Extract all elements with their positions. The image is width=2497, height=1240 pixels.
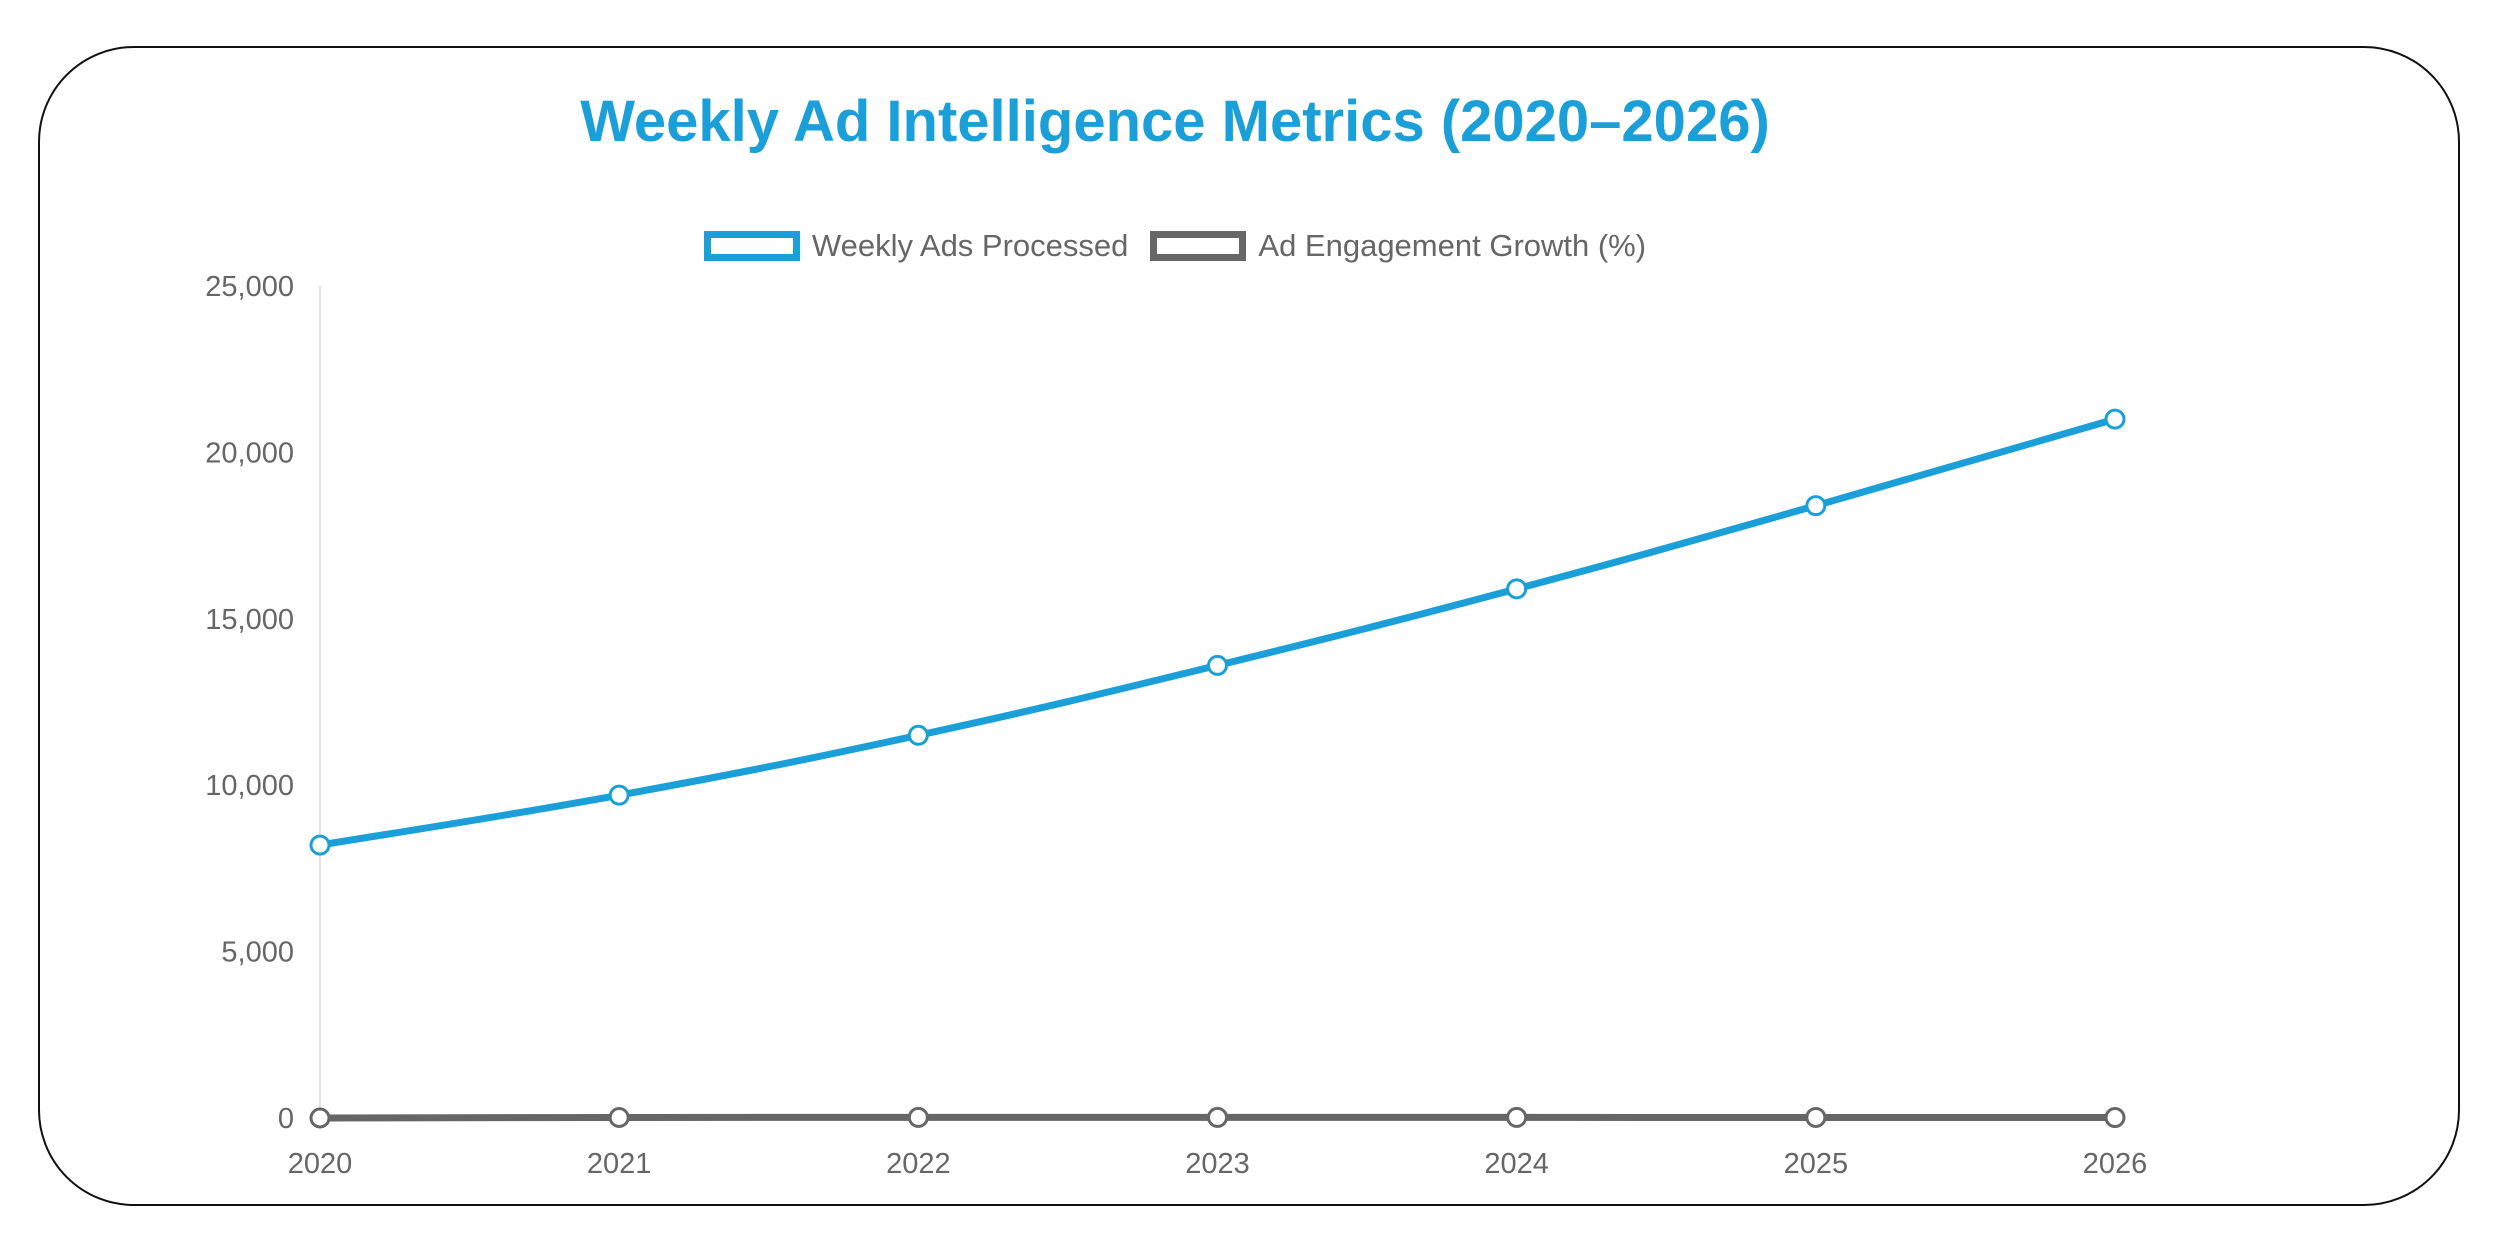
chart-title: Weekly Ad Intelligence Metrics (2020–202… xyxy=(580,89,1770,154)
chart-axes: 0 5,000 10,000 15,000 20,000 25,000 2020 2021 20… xyxy=(205,271,2147,1180)
legend-swatch-engagement-growth xyxy=(1150,231,1247,261)
legend-label-engagement-growth: Ad Engagement Growth (%) xyxy=(1258,228,1647,263)
data-point-engagement-growth xyxy=(608,1107,630,1129)
x-tick-label: 2025 xyxy=(1784,1148,1849,1180)
y-tick-label: 20,000 xyxy=(205,437,294,469)
chart-legend: Weekly Ads Processed Ad Engagement Growt… xyxy=(0,228,2350,264)
legend-swatch-weekly-ads xyxy=(703,231,800,261)
legend-label-weekly-ads: Weekly Ads Processed xyxy=(811,228,1129,263)
x-tick-label: 2020 xyxy=(288,1148,353,1180)
data-point-weekly-ads xyxy=(1207,654,1228,676)
data-point-weekly-ads xyxy=(907,724,929,746)
data-point-engagement-growth xyxy=(1207,1106,1228,1128)
y-tick-label: 25,000 xyxy=(205,271,294,303)
data-point-engagement-growth xyxy=(309,1107,331,1129)
x-tick-label: 2023 xyxy=(1185,1148,1250,1180)
data-point-engagement-growth xyxy=(1506,1106,1528,1128)
legend-item-engagement-growth[interactable]: Ad Engagement Growth (%) xyxy=(1150,228,1646,264)
x-tick-label: 2021 xyxy=(587,1148,652,1180)
x-tick-label: 2022 xyxy=(886,1148,951,1180)
data-point-weekly-ads xyxy=(608,784,630,806)
x-tick-label: 2024 xyxy=(1484,1148,1549,1180)
data-point-engagement-growth xyxy=(907,1106,929,1128)
y-tick-label: 5,000 xyxy=(221,937,294,969)
chart-card xyxy=(38,46,2460,1206)
chart-series xyxy=(309,408,2126,1129)
data-point-weekly-ads xyxy=(1506,578,1528,600)
data-point-engagement-growth xyxy=(2104,1107,2126,1129)
data-point-weekly-ads xyxy=(2104,408,2126,430)
y-tick-label: 10,000 xyxy=(205,770,294,802)
y-tick-label: 0 xyxy=(278,1103,294,1135)
x-tick-label: 2026 xyxy=(2083,1148,2148,1180)
data-point-weekly-ads xyxy=(1805,495,1827,517)
series-line-weekly-ads xyxy=(316,415,2119,849)
data-point-weekly-ads xyxy=(309,834,331,856)
data-point-engagement-growth xyxy=(1805,1106,1827,1128)
y-tick-label: 15,000 xyxy=(205,604,294,636)
legend-item-weekly-ads[interactable]: Weekly Ads Processed xyxy=(703,228,1129,264)
